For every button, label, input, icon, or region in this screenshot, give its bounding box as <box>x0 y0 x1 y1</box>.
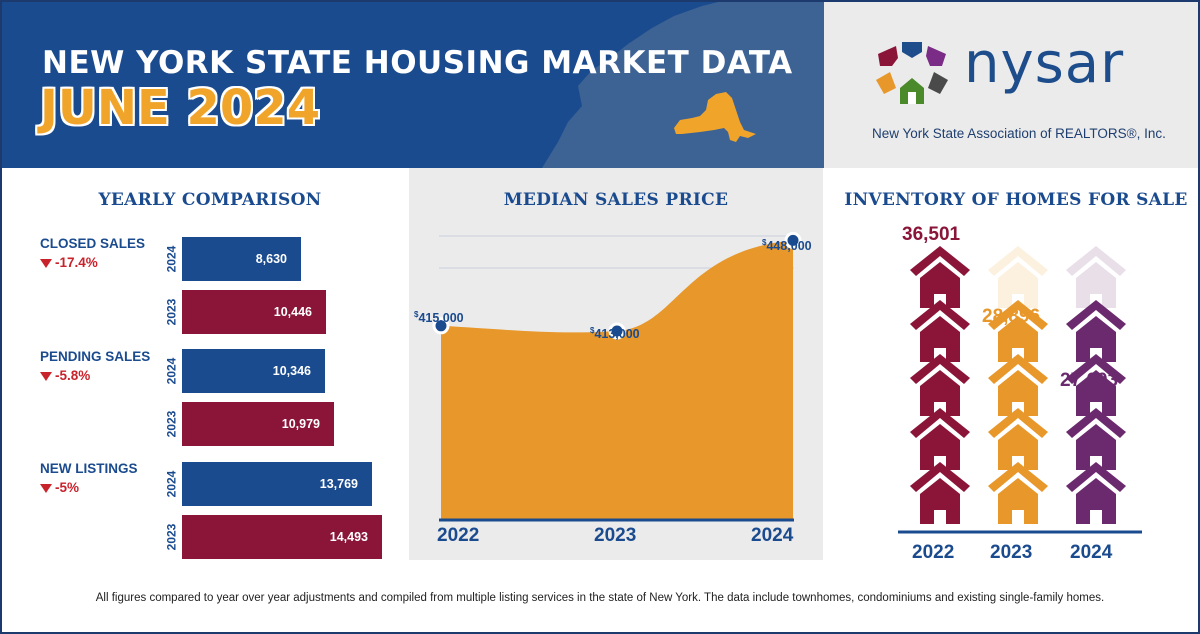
header-banner: NEW YORK STATE HOUSING MARKET DATA JUNE … <box>2 2 824 168</box>
house-icon-2024-2 <box>1066 408 1126 470</box>
new-listings-2023-bar: 14,493 <box>182 515 382 559</box>
closed-sales-2023-bar: 10,446 <box>182 290 326 334</box>
inventory-value-2024: 27,603 <box>1060 370 1119 391</box>
inventory-x-tick-2024: 2024 <box>1070 542 1113 563</box>
price-area <box>441 240 793 520</box>
closed-sales-change: -17.4% <box>40 255 98 270</box>
price-point-2022 <box>432 317 450 335</box>
house-icon-2024-3 <box>1066 354 1126 416</box>
median-sales-price-title: MEDIAN SALES PRICE <box>503 190 729 210</box>
price-point-2024 <box>784 231 802 249</box>
median-price-chart <box>432 231 802 522</box>
house-icon-2023-5 <box>988 246 1048 308</box>
page-title: NEW YORK STATE HOUSING MARKET DATA <box>42 45 793 81</box>
price-label-2024: $448,000 <box>762 238 812 254</box>
inventory-value-2023: 28,896 <box>982 306 1041 327</box>
closed-sales-label: CLOSED SALES <box>40 236 146 251</box>
house-icon-2022-2 <box>910 408 970 470</box>
pending-sales-2024-bar: 10,346 <box>182 349 325 393</box>
inventory-x-tick-2022: 2022 <box>912 542 955 563</box>
inventory-title: INVENTORY OF HOMES FOR SALE <box>844 190 1188 210</box>
house-icon-2023-1 <box>988 462 1048 524</box>
price-x-tick-2022: 2022 <box>437 525 480 546</box>
page-subtitle-date: JUNE 2024 <box>40 80 321 136</box>
new-york-state-icon <box>674 92 756 142</box>
inventory-chart <box>898 246 1142 534</box>
down-arrow-icon <box>40 371 52 381</box>
house-icon-2022-3 <box>910 354 970 416</box>
price-label-2023: $413,000 <box>590 326 640 342</box>
state-map-background <box>542 2 824 168</box>
pending-sales-2023-bar: 10,979 <box>182 402 334 446</box>
footnote: All figures compared to year over year a… <box>95 592 1105 604</box>
house-icon-2024-5 <box>1066 246 1126 308</box>
house-icon-2022-4 <box>910 300 970 362</box>
house-icon-2022-1 <box>910 462 970 524</box>
nysar-full-name: New York State Association of REALTORS®,… <box>872 126 1166 141</box>
new-listings-label: NEW LISTINGS <box>40 461 138 476</box>
price-label-2022: $415,000 <box>414 310 464 326</box>
pending-sales-change: -5.8% <box>40 368 90 383</box>
down-arrow-icon <box>40 258 52 268</box>
inventory-value-2022: 36,501 <box>902 224 961 245</box>
price-point-2023 <box>608 322 626 340</box>
pending-sales-label: PENDING SALES <box>40 349 151 364</box>
house-icon-2023-2 <box>988 408 1048 470</box>
house-icon-2024-4 <box>1066 300 1126 362</box>
house-icon-2024-1 <box>1066 462 1126 524</box>
house-icon-2023-4 <box>988 300 1048 362</box>
nysar-logo-icon <box>876 42 948 104</box>
yearly-comparison-title: YEARLY COMPARISON <box>98 190 322 210</box>
house-icon-2023-3 <box>988 354 1048 416</box>
closed-sales-2024-bar: 8,630 <box>182 237 301 281</box>
house-icon-2022-5 <box>910 246 970 308</box>
new-listings-change: -5% <box>40 480 79 495</box>
price-x-tick-2024: 2024 <box>751 525 794 546</box>
down-arrow-icon <box>40 483 52 493</box>
inventory-x-tick-2023: 2023 <box>990 542 1033 563</box>
nysar-wordmark: nysar <box>964 31 1125 96</box>
price-x-tick-2023: 2023 <box>594 525 637 546</box>
new-listings-2024-bar: 13,769 <box>182 462 372 506</box>
